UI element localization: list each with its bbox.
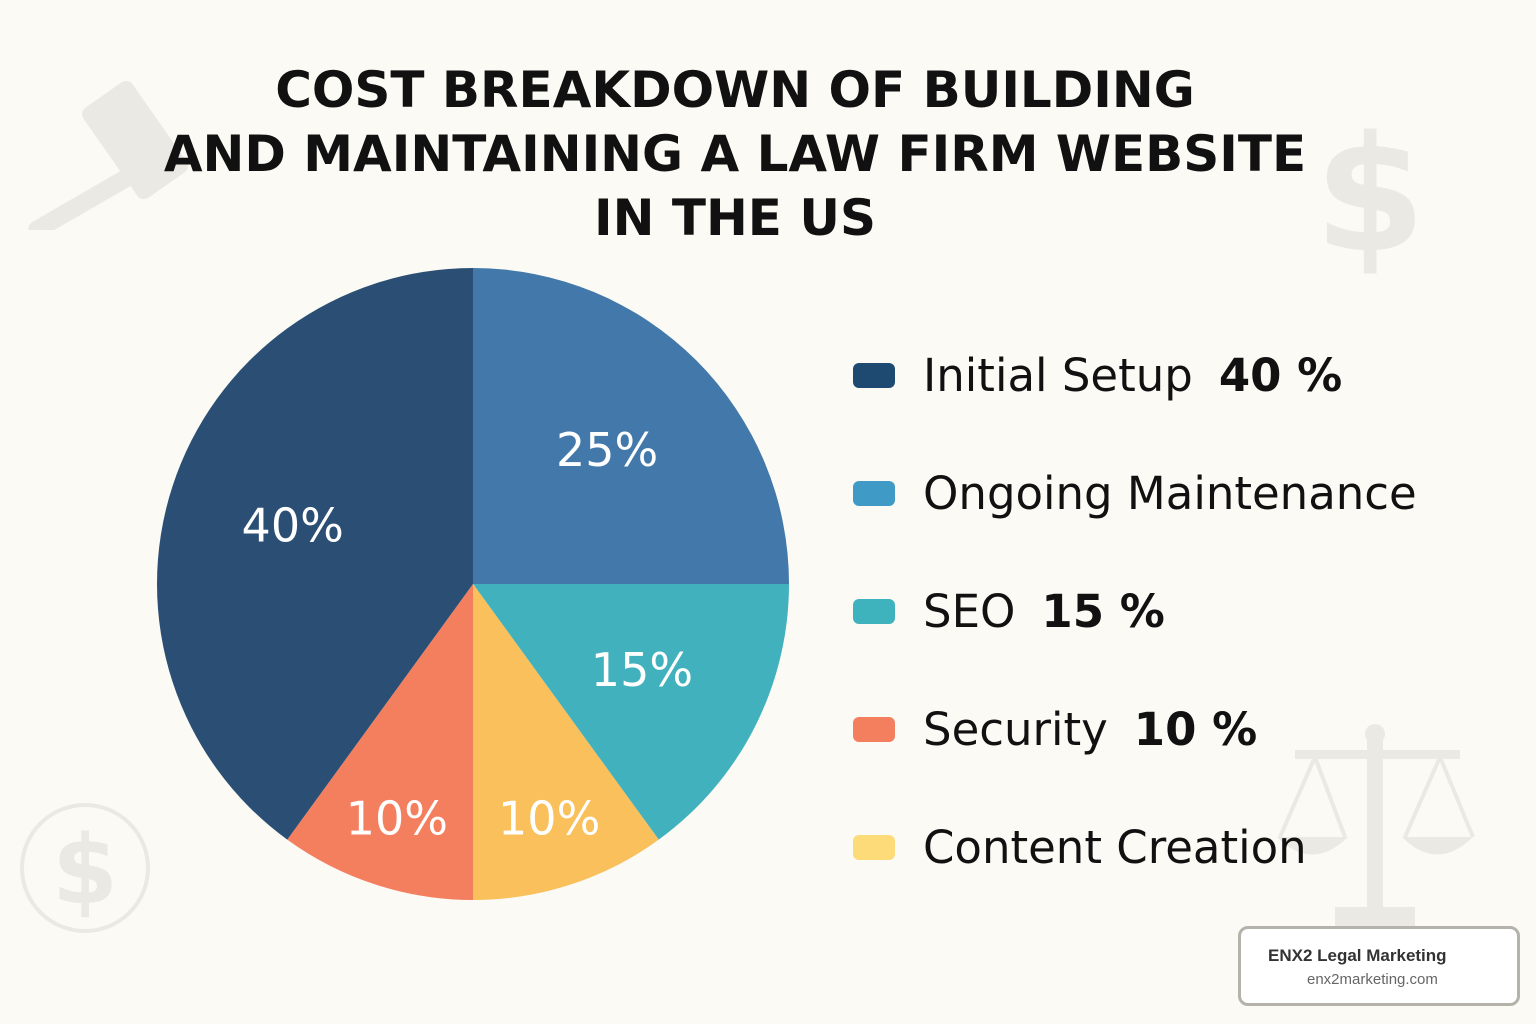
legend-percent: 40 %: [1218, 348, 1343, 402]
gavel-icon: [28, 80, 188, 230]
legend-label: Content Creation: [923, 820, 1307, 874]
legend-item-ongoing-maintenance: Ongoing Maintenance: [853, 463, 1417, 523]
legend-label: Initial Setup: [923, 348, 1193, 402]
brand-badge: ENX2 Legal Marketing enx2marketing.com: [1238, 926, 1520, 1006]
svg-text:$: $: [52, 816, 118, 926]
slice-label: 15%: [591, 643, 693, 697]
legend-item-content-creation: Content Creation: [853, 817, 1307, 877]
legend-swatch: [853, 480, 895, 506]
legend-swatch: [853, 834, 895, 860]
dollar-coin-icon: $: [20, 803, 150, 933]
brand-url: enx2marketing.com: [1307, 971, 1438, 988]
legend-percent: 10 %: [1133, 702, 1258, 756]
title-line-1: COST BREAKDOWN OF BUILDING: [275, 61, 1195, 119]
legend-item-initial-setup: Initial Setup 40 %: [853, 345, 1342, 405]
legend-item-security: Security 10 %: [853, 699, 1257, 759]
title-line-3: IN THE US: [594, 189, 876, 247]
chart-title: COST BREAKDOWN OF BUILDING AND MAINTAINI…: [0, 58, 1470, 250]
pie-slice-initial-setup: [156, 268, 473, 840]
pie-slice-ongoing-maintenance: [473, 268, 789, 584]
legend-swatch: [853, 598, 895, 624]
slice-label: 10%: [498, 791, 600, 845]
legend-label: SEO: [923, 584, 1016, 638]
legend-swatch: [853, 362, 895, 388]
title-line-2: AND MAINTAINING A LAW FIRM WEBSITE: [163, 125, 1307, 183]
legend-label: Security: [923, 702, 1108, 756]
scales-of-justice-icon: [1277, 724, 1475, 932]
dollar-icon: $: [1315, 110, 1425, 275]
slice-label: 40%: [242, 498, 344, 552]
slice-label: 10%: [346, 791, 448, 845]
pie-slice-security: [287, 584, 473, 901]
svg-text:$: $: [1315, 110, 1425, 275]
brand-name: ENX2 Legal Marketing: [1268, 946, 1447, 965]
legend-swatch: [853, 716, 895, 742]
pie-slice-seo: [473, 584, 789, 840]
legend-item-seo: SEO 15 %: [853, 581, 1165, 641]
pie-slice-content-creation: [473, 584, 659, 900]
slice-label: 25%: [556, 423, 658, 477]
legend-label: Ongoing Maintenance: [923, 466, 1417, 520]
legend-percent: 15 %: [1041, 584, 1165, 638]
